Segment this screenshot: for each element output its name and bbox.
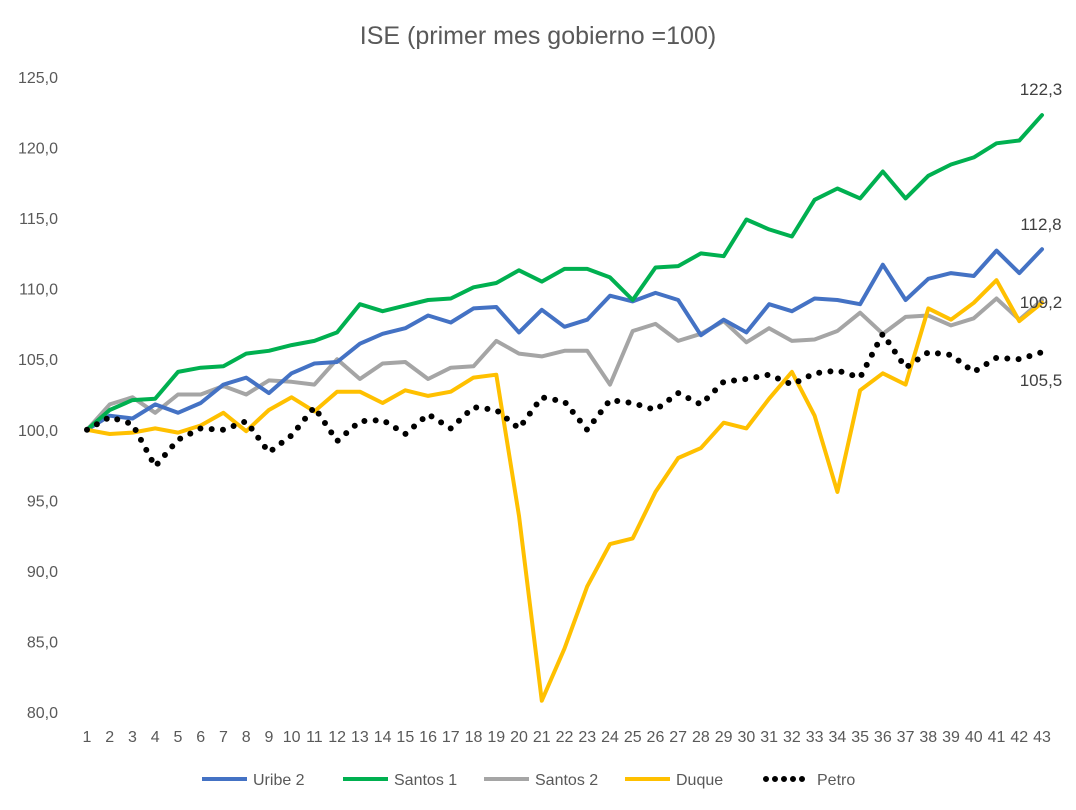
- series-line-petro: [84, 330, 1045, 470]
- x-tick-label: 40: [965, 729, 983, 746]
- x-tick-label: 5: [173, 729, 182, 746]
- x-tick-label: 31: [760, 729, 778, 746]
- y-tick-label: 100,0: [18, 423, 58, 440]
- series-line-santos-1: [85, 113, 1044, 432]
- y-tick-label: 110,0: [19, 282, 58, 299]
- x-tick-label: 6: [196, 729, 205, 746]
- x-tick-label: 1: [83, 729, 92, 746]
- y-tick-label: 85,0: [27, 634, 58, 651]
- y-axis-ticks: 80,0 85,0 90,0 95,0 100,0 105,0 110,0 115,0 120,…: [18, 70, 58, 722]
- x-tick-label: 19: [487, 729, 505, 746]
- x-tick-label: 3: [128, 729, 137, 746]
- legend-label: Santos 2: [535, 772, 598, 789]
- y-tick-label: 105,0: [18, 352, 58, 369]
- x-tick-label: 24: [601, 729, 619, 746]
- x-tick-label: 2: [105, 729, 114, 746]
- legend-label: Uribe 2: [253, 772, 305, 789]
- x-tick-label: 29: [715, 729, 733, 746]
- end-label-uribe-2: 112,8: [1020, 215, 1061, 234]
- x-tick-label: 30: [738, 729, 756, 746]
- legend-label: Santos 1: [394, 772, 457, 789]
- y-tick-label: 95,0: [27, 493, 58, 510]
- x-tick-label: 27: [669, 729, 687, 746]
- legend-label: Petro: [817, 772, 855, 789]
- legend-label: Duque: [676, 772, 723, 789]
- series-line-duque: [85, 278, 1044, 703]
- x-tick-label: 15: [396, 729, 414, 746]
- series-lines: [84, 113, 1045, 703]
- x-tick-label: 26: [647, 729, 665, 746]
- x-tick-label: 17: [442, 729, 460, 746]
- x-tick-label: 20: [510, 729, 528, 746]
- x-tick-label: 4: [151, 729, 160, 746]
- x-tick-label: 16: [419, 729, 437, 746]
- x-tick-label: 32: [783, 729, 801, 746]
- x-tick-label: 28: [692, 729, 710, 746]
- x-tick-label: 37: [897, 729, 915, 746]
- x-tick-label: 36: [874, 729, 892, 746]
- x-tick-label: 42: [1010, 729, 1028, 746]
- y-tick-label: 115,0: [19, 211, 58, 228]
- y-tick-label: 90,0: [27, 564, 58, 581]
- x-tick-label: 8: [242, 729, 251, 746]
- end-label-santos-1: 122,3: [1020, 80, 1063, 99]
- x-tick-label: 38: [919, 729, 937, 746]
- legend: Uribe 2 Santos 1 Santos 2 Duque Petro: [202, 772, 855, 789]
- x-tick-label: 35: [851, 729, 869, 746]
- x-tick-label: 43: [1033, 729, 1051, 746]
- x-tick-label: 11: [306, 729, 323, 746]
- x-tick-label: 13: [351, 729, 369, 746]
- x-tick-label: 10: [283, 729, 301, 746]
- x-tick-label: 34: [828, 729, 846, 746]
- chart-title: ISE (primer mes gobierno =100): [360, 22, 716, 50]
- x-axis-ticks: 1 2 3 4 5 6 7 8 9 10 11 12 13 14 15 16 17 18 19 20 21 22 23 24 2…: [83, 729, 1051, 746]
- x-tick-label: 41: [988, 729, 1006, 746]
- x-tick-label: 33: [806, 729, 824, 746]
- x-tick-label: 23: [578, 729, 596, 746]
- x-tick-label: 12: [328, 729, 346, 746]
- series-line-uribe-2: [85, 247, 1044, 432]
- x-tick-label: 25: [624, 729, 642, 746]
- x-tick-label: 18: [465, 729, 483, 746]
- y-tick-label: 80,0: [27, 705, 58, 722]
- y-tick-label: 120,0: [18, 141, 58, 158]
- end-label-santos-2: 109,2: [1020, 293, 1063, 312]
- y-tick-label: 125,0: [18, 70, 58, 87]
- end-label-petro: 105,5: [1020, 371, 1063, 390]
- x-tick-label: 21: [533, 729, 551, 746]
- x-tick-label: 14: [374, 729, 392, 746]
- series-end-labels: 112,8 122,3 109,2 105,5: [1020, 80, 1063, 390]
- x-tick-label: 9: [264, 729, 273, 746]
- x-tick-label: 7: [219, 729, 228, 746]
- x-tick-label: 22: [556, 729, 574, 746]
- x-tick-label: 39: [942, 729, 960, 746]
